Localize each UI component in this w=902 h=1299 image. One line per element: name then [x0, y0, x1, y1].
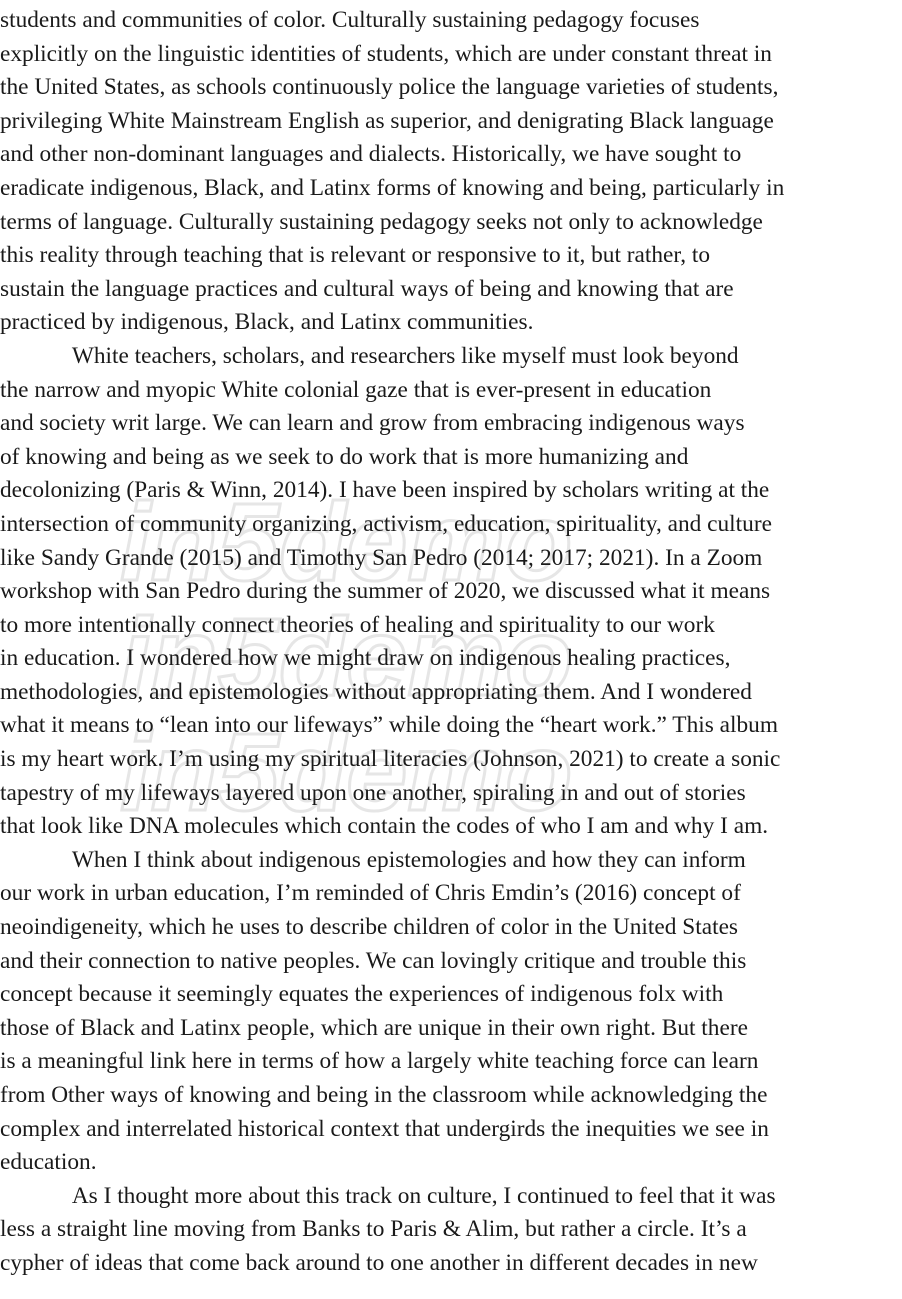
- text-line: and other non-dominant languages and dia…: [0, 141, 742, 168]
- text-line: is a meaningful link here in terms of ho…: [0, 1048, 759, 1075]
- text-line: concept because it seemingly equates the…: [0, 981, 724, 1008]
- text-line: When I think about indigenous epistemolo…: [71, 846, 746, 873]
- text-line: our work in urban education, I’m reminde…: [0, 880, 741, 907]
- text-line: the United States, as schools continuous…: [0, 74, 779, 101]
- text-line: in education. I wondered how we might dr…: [0, 645, 731, 672]
- text-line: complex and interrelated historical cont…: [0, 1115, 769, 1142]
- text-line: like Sandy Grande (2015) and Timothy San…: [0, 544, 763, 571]
- text-line: intersection of community organizing, ac…: [0, 510, 772, 537]
- text-line: practiced by indigenous, Black, and Lati…: [0, 309, 534, 336]
- text-line: students and communities of color. Cultu…: [0, 7, 700, 33]
- text-line: is my heart work. I’m using my spiritual…: [0, 746, 781, 773]
- text-line: privileging White Mainstream English as …: [0, 107, 774, 134]
- text-line: workshop with San Pedro during the summe…: [0, 578, 771, 605]
- text-line: and society writ large. We can learn and…: [0, 410, 745, 437]
- text-line: less a straight line moving from Banks t…: [0, 1216, 747, 1243]
- text-line: decolonizing (Paris & Winn, 2014). I hav…: [0, 477, 770, 504]
- text-line: that look like DNA molecules which conta…: [0, 813, 769, 840]
- text-line: eradicate indigenous, Black, and Latinx …: [0, 174, 785, 201]
- text-line: and their connection to native peoples. …: [0, 947, 747, 974]
- text-line: explicitly on the linguistic identities …: [0, 40, 772, 67]
- text-line: White teachers, scholars, and researcher…: [71, 342, 739, 369]
- text-line: sustain the language practices and cultu…: [0, 275, 734, 302]
- text-line: cypher of ideas that come back around to…: [0, 1249, 758, 1276]
- text-line: this reality through teaching that is re…: [0, 242, 711, 269]
- text-line: As I thought more about this track on cu…: [71, 1182, 776, 1209]
- text-line: terms of language. Culturally sustaining…: [0, 208, 763, 235]
- text-line: education.: [0, 1149, 97, 1176]
- text-line: of knowing and being as we seek to do wo…: [0, 443, 689, 470]
- text-line: what it means to “lean into our lifeways…: [0, 712, 778, 739]
- text-line: from Other ways of knowing and being in …: [0, 1082, 768, 1108]
- text-line: the narrow and myopic White colonial gaz…: [0, 376, 712, 403]
- text-line: those of Black and Latinx people, which …: [0, 1014, 748, 1041]
- text-line: tapestry of my lifeways layered upon one…: [0, 779, 746, 806]
- text-line: to more intentionally connect theories o…: [0, 611, 715, 638]
- text-line: neoindigeneity, which he uses to describ…: [0, 914, 739, 941]
- text-line: methodologies, and epistemologies withou…: [0, 678, 752, 705]
